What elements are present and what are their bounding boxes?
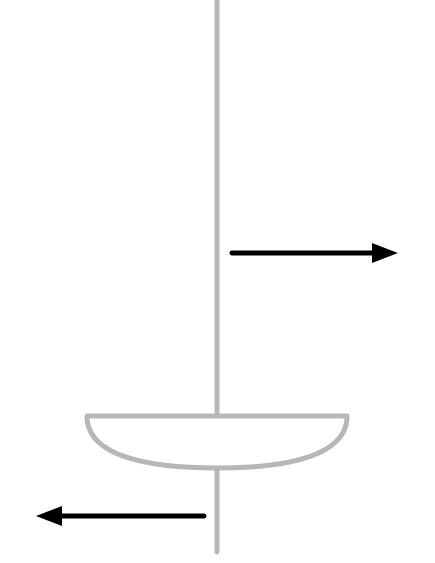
plano-convex-lens-shape [84,413,350,471]
arrow-left [36,506,207,526]
arrow-right [229,243,398,263]
